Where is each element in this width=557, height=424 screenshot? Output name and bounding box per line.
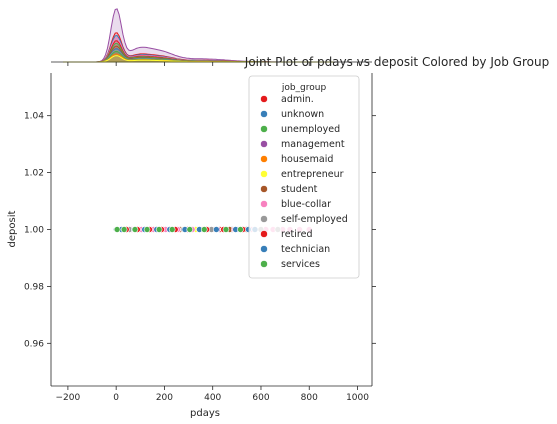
legend-marker (260, 170, 268, 178)
legend-marker (260, 140, 268, 148)
x-tick-label: 800 (301, 393, 318, 403)
scatter-point (120, 226, 128, 233)
legend-frame (248, 75, 360, 279)
legend-marker (260, 245, 268, 253)
y-tick-label: 0.98 (24, 282, 44, 292)
chart-title: Joint Plot of pdays vs deposit Colored b… (244, 55, 549, 69)
x-axis-ticks: −200 0 200 400 600 800 1000 (56, 62, 369, 403)
scatter-point (222, 226, 230, 233)
x-tick-label: 0 (113, 393, 119, 403)
legend-marker (260, 125, 268, 133)
scatter-point (143, 226, 151, 233)
scatter-point (186, 226, 194, 233)
y-axis-label: deposit (7, 210, 18, 247)
y-tick-label: 0.96 (24, 339, 44, 349)
legend-label: unknown (281, 109, 324, 120)
scatter-point (213, 226, 220, 233)
legend-label: unemployed (281, 124, 340, 135)
legend-marker (260, 230, 268, 238)
legend-label: services (281, 259, 320, 270)
y-tick-label: 1.02 (24, 169, 44, 179)
legend-marker (260, 155, 268, 163)
legend: job_group admin. unknown unemployed managem… (248, 75, 360, 279)
x-axis-label: pdays (190, 408, 220, 419)
legend-label: student (281, 184, 318, 195)
legend-marker (260, 185, 268, 193)
y-tick-label: 1.00 (24, 226, 44, 236)
x-tick-label: −200 (56, 393, 81, 403)
legend-marker (260, 110, 268, 118)
legend-label: admin. (281, 94, 314, 105)
legend-marker (260, 200, 268, 208)
scatter-point (113, 226, 121, 233)
legend-title: job_group (281, 83, 327, 93)
x-tick-label: 400 (204, 393, 221, 403)
legend-label: retired (281, 229, 312, 240)
legend-label: blue-collar (281, 199, 331, 210)
x-tick-label: 1000 (346, 393, 369, 403)
legend-label: technician (281, 244, 330, 255)
y-tick-label: 1.04 (24, 112, 44, 122)
legend-marker (260, 95, 268, 103)
scatter-points (112, 226, 313, 233)
scatter-point (168, 226, 176, 233)
y-axis-ticks: 0.96 0.98 1.00 1.02 1.04 (24, 112, 376, 349)
legend-marker (260, 260, 268, 268)
legend-label: self-employed (281, 214, 348, 225)
legend-label: entrepreneur (281, 169, 344, 180)
scatter-point (237, 226, 244, 233)
scatter-point (200, 226, 208, 233)
x-tick-label: 200 (156, 393, 173, 403)
legend-label: housemaid (281, 154, 333, 165)
scatter-point (131, 226, 139, 233)
x-tick-label: 600 (252, 393, 269, 403)
legend-marker (260, 215, 268, 223)
scatter-point (155, 226, 163, 233)
legend-label: management (281, 139, 345, 150)
